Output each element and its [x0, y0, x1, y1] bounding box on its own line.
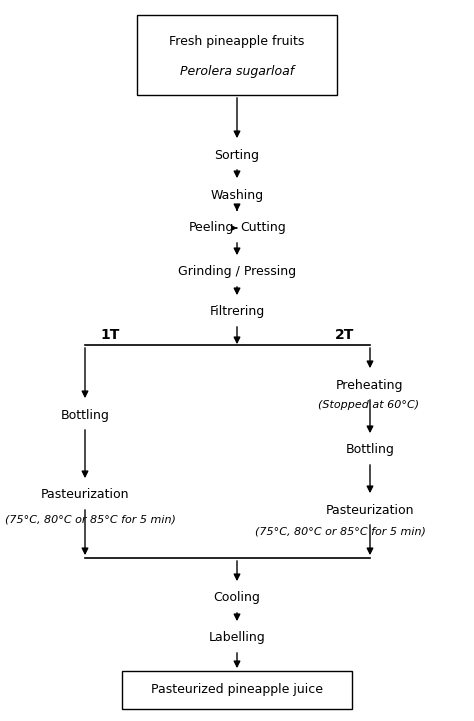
Text: Washing: Washing	[210, 188, 264, 201]
Text: Cutting: Cutting	[240, 221, 286, 234]
Text: 2T: 2T	[335, 328, 355, 342]
Text: Bottling: Bottling	[61, 409, 109, 422]
Text: Pasteurized pineapple juice: Pasteurized pineapple juice	[151, 684, 323, 696]
Bar	[122, 671, 352, 709]
Text: (Stopped at 60°C): (Stopped at 60°C)	[318, 400, 419, 410]
Text: Labelling: Labelling	[209, 632, 265, 645]
Text: Grinding / Pressing: Grinding / Pressing	[178, 265, 296, 278]
Text: Peeling: Peeling	[189, 221, 234, 234]
Text: Pasteurization: Pasteurization	[41, 489, 129, 502]
Text: (75°C, 80°C or 85°C for 5 min): (75°C, 80°C or 85°C for 5 min)	[255, 527, 426, 537]
Bar	[137, 15, 337, 95]
Text: Pasteurization: Pasteurization	[326, 503, 414, 516]
Text: Sorting: Sorting	[215, 149, 259, 162]
Text: (75°C, 80°C or 85°C for 5 min): (75°C, 80°C or 85°C for 5 min)	[5, 515, 176, 525]
Text: Cooling: Cooling	[214, 591, 260, 604]
Text: Filtrering: Filtrering	[210, 306, 264, 319]
Text: 1T: 1T	[100, 328, 120, 342]
Text: Perolera sugarloaf: Perolera sugarloaf	[180, 64, 294, 77]
Text: Fresh pineapple fruits: Fresh pineapple fruits	[169, 35, 305, 48]
Text: Preheating: Preheating	[336, 379, 404, 392]
Text: Bottling: Bottling	[346, 443, 394, 456]
